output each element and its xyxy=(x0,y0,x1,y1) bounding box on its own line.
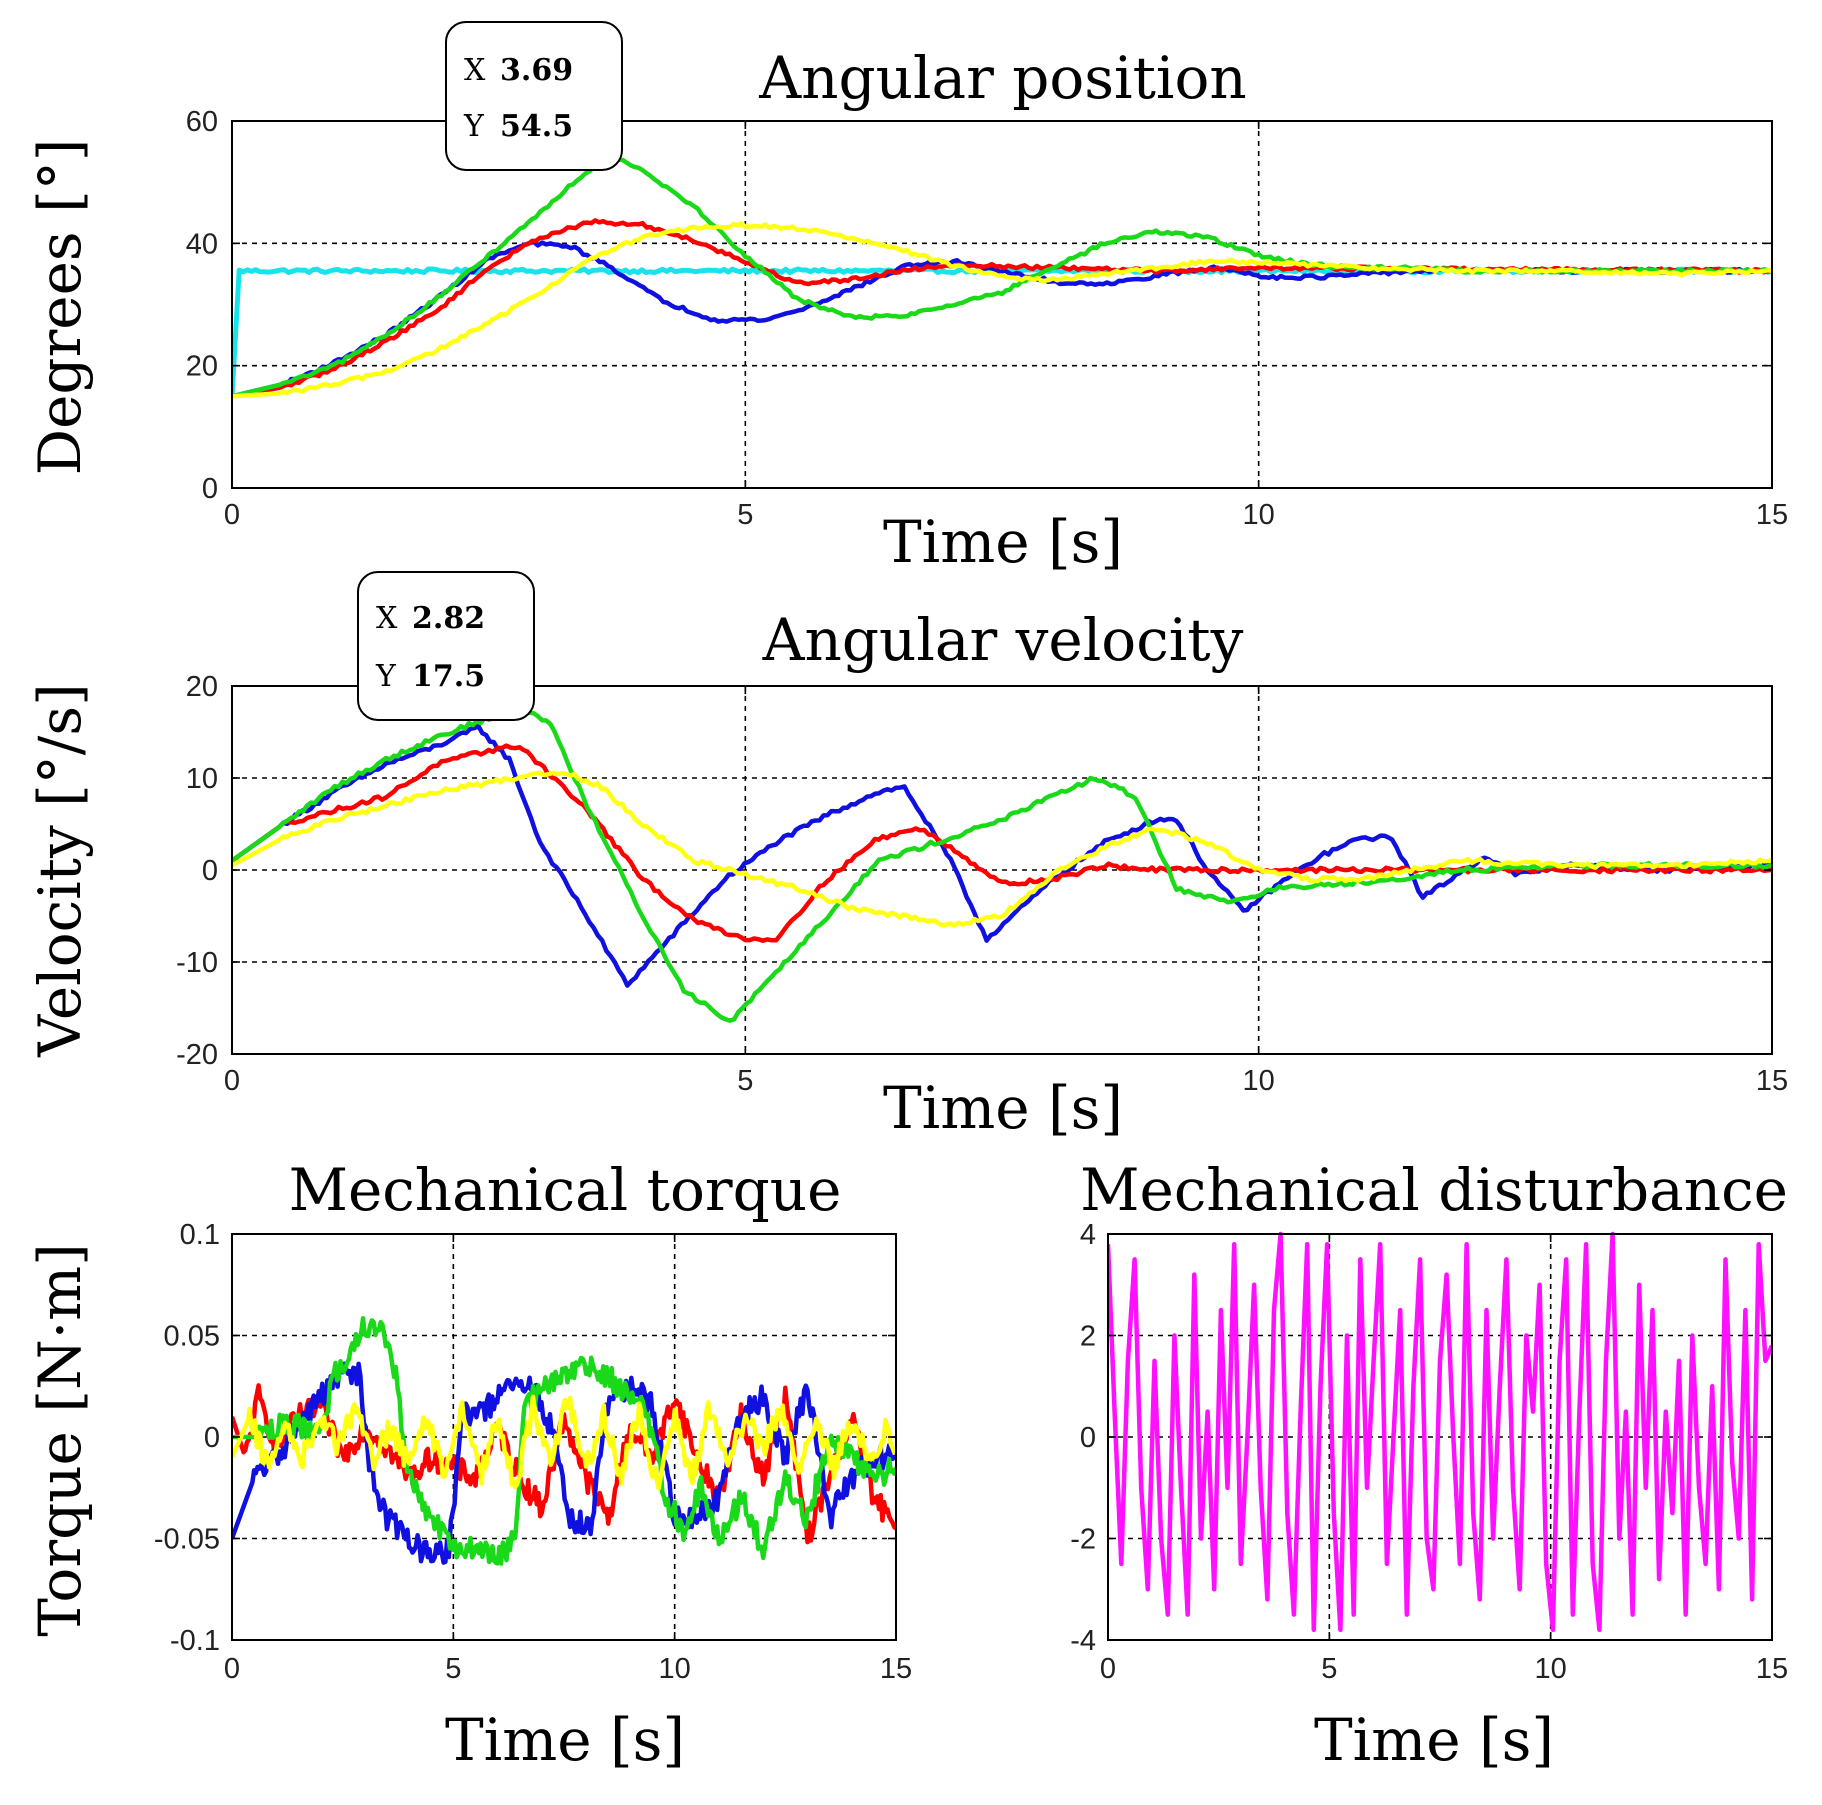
position-datatip-box xyxy=(445,21,623,171)
velocity-datatip-yval: 17.5 xyxy=(412,659,485,694)
torque-xtick-label: 5 xyxy=(445,1653,461,1685)
position-datatip-ykey: Y xyxy=(463,109,485,144)
torque-ytick-label: 0.05 xyxy=(164,1321,220,1353)
disturbance-title: Mechanical disturbance xyxy=(1080,1156,1788,1224)
position-datatip-xval: 3.69 xyxy=(500,53,573,88)
velocity-datatip-xval: 2.82 xyxy=(412,601,485,636)
position-datatip-yval: 54.5 xyxy=(500,109,573,144)
velocity-xtick-label: 10 xyxy=(1243,1065,1275,1097)
panel-disturbance: Mechanical disturbance Time [s] 0 5 10 15 -4… xyxy=(1070,1156,1788,1774)
panel-velocity: Angular velocity Time [s] Velocity [°/s]… xyxy=(26,571,1788,1142)
disturbance-xlabel: Time [s] xyxy=(1314,1706,1554,1774)
position-ytick-label: 40 xyxy=(186,228,218,260)
disturbance-ytick-label: 0 xyxy=(1080,1422,1096,1454)
disturbance-ytick-label: 4 xyxy=(1080,1219,1096,1251)
disturbance-ytick-label: 2 xyxy=(1080,1321,1096,1353)
position-axes-bg xyxy=(232,121,1772,488)
position-xtick-label: 10 xyxy=(1243,499,1275,531)
disturbance-ytick-label: -4 xyxy=(1070,1625,1096,1657)
disturbance-ytick-label: -2 xyxy=(1070,1524,1096,1556)
position-axes-frame xyxy=(231,120,1773,489)
torque-xtick-label: 10 xyxy=(659,1653,691,1685)
position-xtick-label: 15 xyxy=(1756,499,1788,531)
position-ylabel: Degrees [°] xyxy=(26,139,94,476)
position-ytick-label: 0 xyxy=(202,473,218,505)
torque-series-green xyxy=(232,1316,896,1566)
velocity-ytick-label: -20 xyxy=(176,1039,218,1071)
velocity-datatip-xkey: X xyxy=(376,601,398,636)
torque-xtick-label: 0 xyxy=(224,1653,240,1685)
position-plot-area: 0 5 10 15 0 20 40 60 xyxy=(186,106,1788,531)
position-ytick-label: 20 xyxy=(186,351,218,383)
velocity-xlabel: Time [s] xyxy=(883,1074,1123,1142)
velocity-series-yellow xyxy=(232,770,1772,928)
velocity-title: Angular velocity xyxy=(762,606,1244,674)
torque-ytick-label: 0.1 xyxy=(180,1219,220,1251)
velocity-ytick-label: 0 xyxy=(202,855,218,887)
velocity-plot-area: 0 5 10 15 -20 -10 0 10 20 xyxy=(176,671,1788,1097)
position-datatip: X 3.69 Y 54.5 xyxy=(445,21,623,171)
velocity-datatip-ykey: Y xyxy=(375,659,397,694)
disturbance-xtick-label: 5 xyxy=(1321,1653,1337,1685)
velocity-xtick-label: 0 xyxy=(224,1065,240,1097)
velocity-ytick-label: 20 xyxy=(186,671,218,703)
torque-ytick-label: -0.05 xyxy=(154,1524,220,1556)
torque-series-yellow xyxy=(232,1394,896,1491)
disturbance-plot-area: 0 5 10 15 -4 -2 0 2 4 xyxy=(1070,1219,1788,1685)
torque-plot-area: 0 5 10 15 -0.1 -0.05 0 0.05 0.1 xyxy=(154,1219,912,1685)
position-xlabel: Time [s] xyxy=(883,508,1123,576)
disturbance-xtick-label: 15 xyxy=(1756,1653,1788,1685)
position-series-yellow xyxy=(232,221,1772,399)
torque-xtick-label: 15 xyxy=(880,1653,912,1685)
disturbance-xtick-label: 0 xyxy=(1100,1653,1116,1685)
position-datatip-xkey: X xyxy=(464,53,486,88)
torque-ylabel: Torque [N·m] xyxy=(26,1243,94,1637)
velocity-series-blue xyxy=(232,723,1772,988)
torque-series-red xyxy=(232,1383,896,1545)
velocity-ytick-label: -10 xyxy=(176,947,218,979)
velocity-datatip-box xyxy=(357,571,535,721)
velocity-ytick-label: 10 xyxy=(186,763,218,795)
torque-ytick-label: -0.1 xyxy=(170,1625,220,1657)
position-title: Angular position xyxy=(758,44,1247,112)
torque-title: Mechanical torque xyxy=(289,1156,842,1224)
disturbance-series-disturbance xyxy=(1108,1231,1772,1633)
torque-xlabel: Time [s] xyxy=(445,1706,685,1774)
disturbance-xtick-label: 10 xyxy=(1535,1653,1567,1685)
position-xtick-label: 0 xyxy=(224,499,240,531)
velocity-datatip: X 2.82 Y 17.5 xyxy=(357,571,535,721)
torque-ytick-label: 0 xyxy=(204,1422,220,1454)
velocity-ylabel: Velocity [°/s] xyxy=(26,683,94,1057)
position-xtick-label: 5 xyxy=(737,499,753,531)
velocity-xtick-label: 15 xyxy=(1756,1065,1788,1097)
position-ytick-label: 60 xyxy=(186,106,218,138)
panel-torque: Mechanical torque Time [s] Torque [N·m] … xyxy=(26,1156,912,1774)
velocity-xtick-label: 5 xyxy=(737,1065,753,1097)
panel-position: Angular position Time [s] Degrees [°] 0 5… xyxy=(26,21,1788,576)
